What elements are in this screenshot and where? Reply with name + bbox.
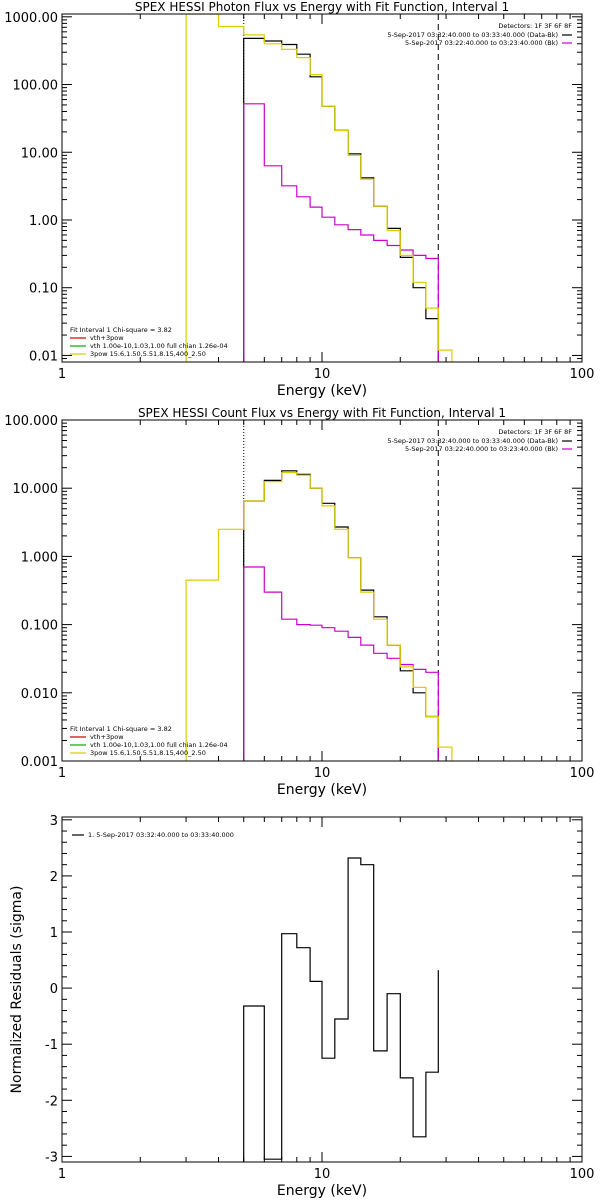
- x-tick-label: 1: [58, 367, 66, 382]
- legend-entry: 3pow 15.6,1.50,5.51,8.15,400_2.50: [90, 350, 206, 358]
- series-bk: [243, 103, 439, 362]
- legend-entry: 5-Sep-2017 03:22:40.000 to 03:23:40.000 …: [405, 445, 558, 453]
- legend-header: Detectors: 1F 3F 6F 8F: [498, 428, 572, 436]
- legend-fit-header: Fit Interval 1 Chi-square = 3.82: [70, 725, 172, 733]
- y-tick-label: 10.00: [21, 146, 58, 161]
- legend-entry: 3pow 15.6,1.50,5.51,8.15,400_2.50: [90, 749, 206, 757]
- axes-frame: [61, 419, 583, 762]
- series-line: [243, 103, 439, 362]
- x-tick-label: 10: [314, 367, 331, 382]
- x-tick-label: 10: [314, 766, 331, 781]
- legend-entry: vth+3pow: [90, 334, 124, 342]
- y-tick-label: 2: [50, 870, 58, 885]
- y-tick-label: 0.01: [29, 349, 58, 364]
- series-vth-3pow: [185, 14, 453, 362]
- plot-area: [185, 14, 453, 362]
- x-axis-label: Energy (keV): [277, 782, 367, 798]
- legend-entry: vth 1.00e-10,1.03,1.00 full chian 1.26e-…: [90, 741, 228, 749]
- y-tick-label: 100.000: [4, 414, 58, 429]
- legend-header: Detectors: 1F 3F 6F 8F: [498, 22, 572, 30]
- x-tick-label: 10: [314, 1167, 331, 1182]
- y-tick-label: 1.00: [29, 214, 58, 229]
- plot-area: [243, 857, 439, 1162]
- y-tick-label: 0.001: [21, 755, 58, 770]
- chart-title: SPEX HESSI Photon Flux vs Energy with Fi…: [135, 0, 509, 14]
- y-tick-label: 1: [50, 926, 58, 941]
- series-1-5-sep-2017-03-32-40-000-to-03-33-40-000: [243, 857, 439, 1162]
- y-tick-label: 0.010: [21, 687, 58, 702]
- plot-area: [185, 470, 453, 761]
- axes-frame: [61, 816, 583, 1163]
- series-line: [243, 566, 439, 761]
- series-line: [185, 14, 453, 362]
- series-vth-3pow: [185, 471, 453, 761]
- chart-2: SPEX HESSI Count Flux vs Energy with Fit…: [4, 406, 594, 798]
- legend-entry: 5-Sep-2017 03:32:40.000 to 03:33:40.000 …: [387, 31, 558, 39]
- chart-1: SPEX HESSI Photon Flux vs Energy with Fi…: [4, 0, 594, 399]
- x-tick-label: 1: [58, 1167, 66, 1182]
- y-tick-label: 0.100: [21, 619, 58, 634]
- axes-frame: [61, 13, 583, 363]
- legend-entry: 5-Sep-2017 03:22:40.000 to 03:23:40.000 …: [405, 39, 558, 47]
- y-tick-label: -1: [45, 1038, 58, 1053]
- x-tick-label: 100: [570, 1167, 595, 1182]
- legend-entry: vth 1.00e-10,1.03,1.00 full chian 1.26e-…: [90, 342, 228, 350]
- chart-3: 1 10 100 Energy (keV) -3 -2 -1 0 1 2 3 Normalized R…: [9, 814, 595, 1199]
- y-axis-label: Normalized Residuals (sigma): [9, 886, 25, 1094]
- y-tick-label: 10.000: [13, 482, 59, 497]
- y-tick-label: 3: [50, 814, 58, 829]
- y-tick-label: 0.10: [29, 282, 58, 297]
- y-tick-label: -3: [45, 1150, 58, 1165]
- x-axis-label: Energy (keV): [277, 383, 367, 399]
- y-tick-label: 100.00: [13, 79, 59, 94]
- y-tick-label: 1000.00: [4, 11, 58, 26]
- y-tick-label: 1.000: [21, 550, 58, 565]
- legend-entry: 1. 5-Sep-2017 03:32:40.000 to 03:33:40.0…: [88, 831, 234, 839]
- x-axis-label: Energy (keV): [277, 1183, 367, 1199]
- legend-entry: vth+3pow: [90, 733, 124, 741]
- y-tick-label: 0: [50, 982, 58, 997]
- legend-fit-header: Fit Interval 1 Chi-square = 3.82: [70, 326, 172, 334]
- chart-title: SPEX HESSI Count Flux vs Energy with Fit…: [138, 406, 506, 420]
- x-tick-label: 100: [570, 367, 595, 382]
- legend-entry: 5-Sep-2017 03:32:40.000 to 03:33:40.000 …: [387, 437, 558, 445]
- y-tick-label: -2: [45, 1094, 58, 1109]
- series-line: [243, 857, 439, 1162]
- x-tick-label: 100: [570, 766, 595, 781]
- series-bk: [243, 566, 439, 761]
- series-line: [185, 471, 453, 761]
- x-tick-label: 1: [58, 766, 66, 781]
